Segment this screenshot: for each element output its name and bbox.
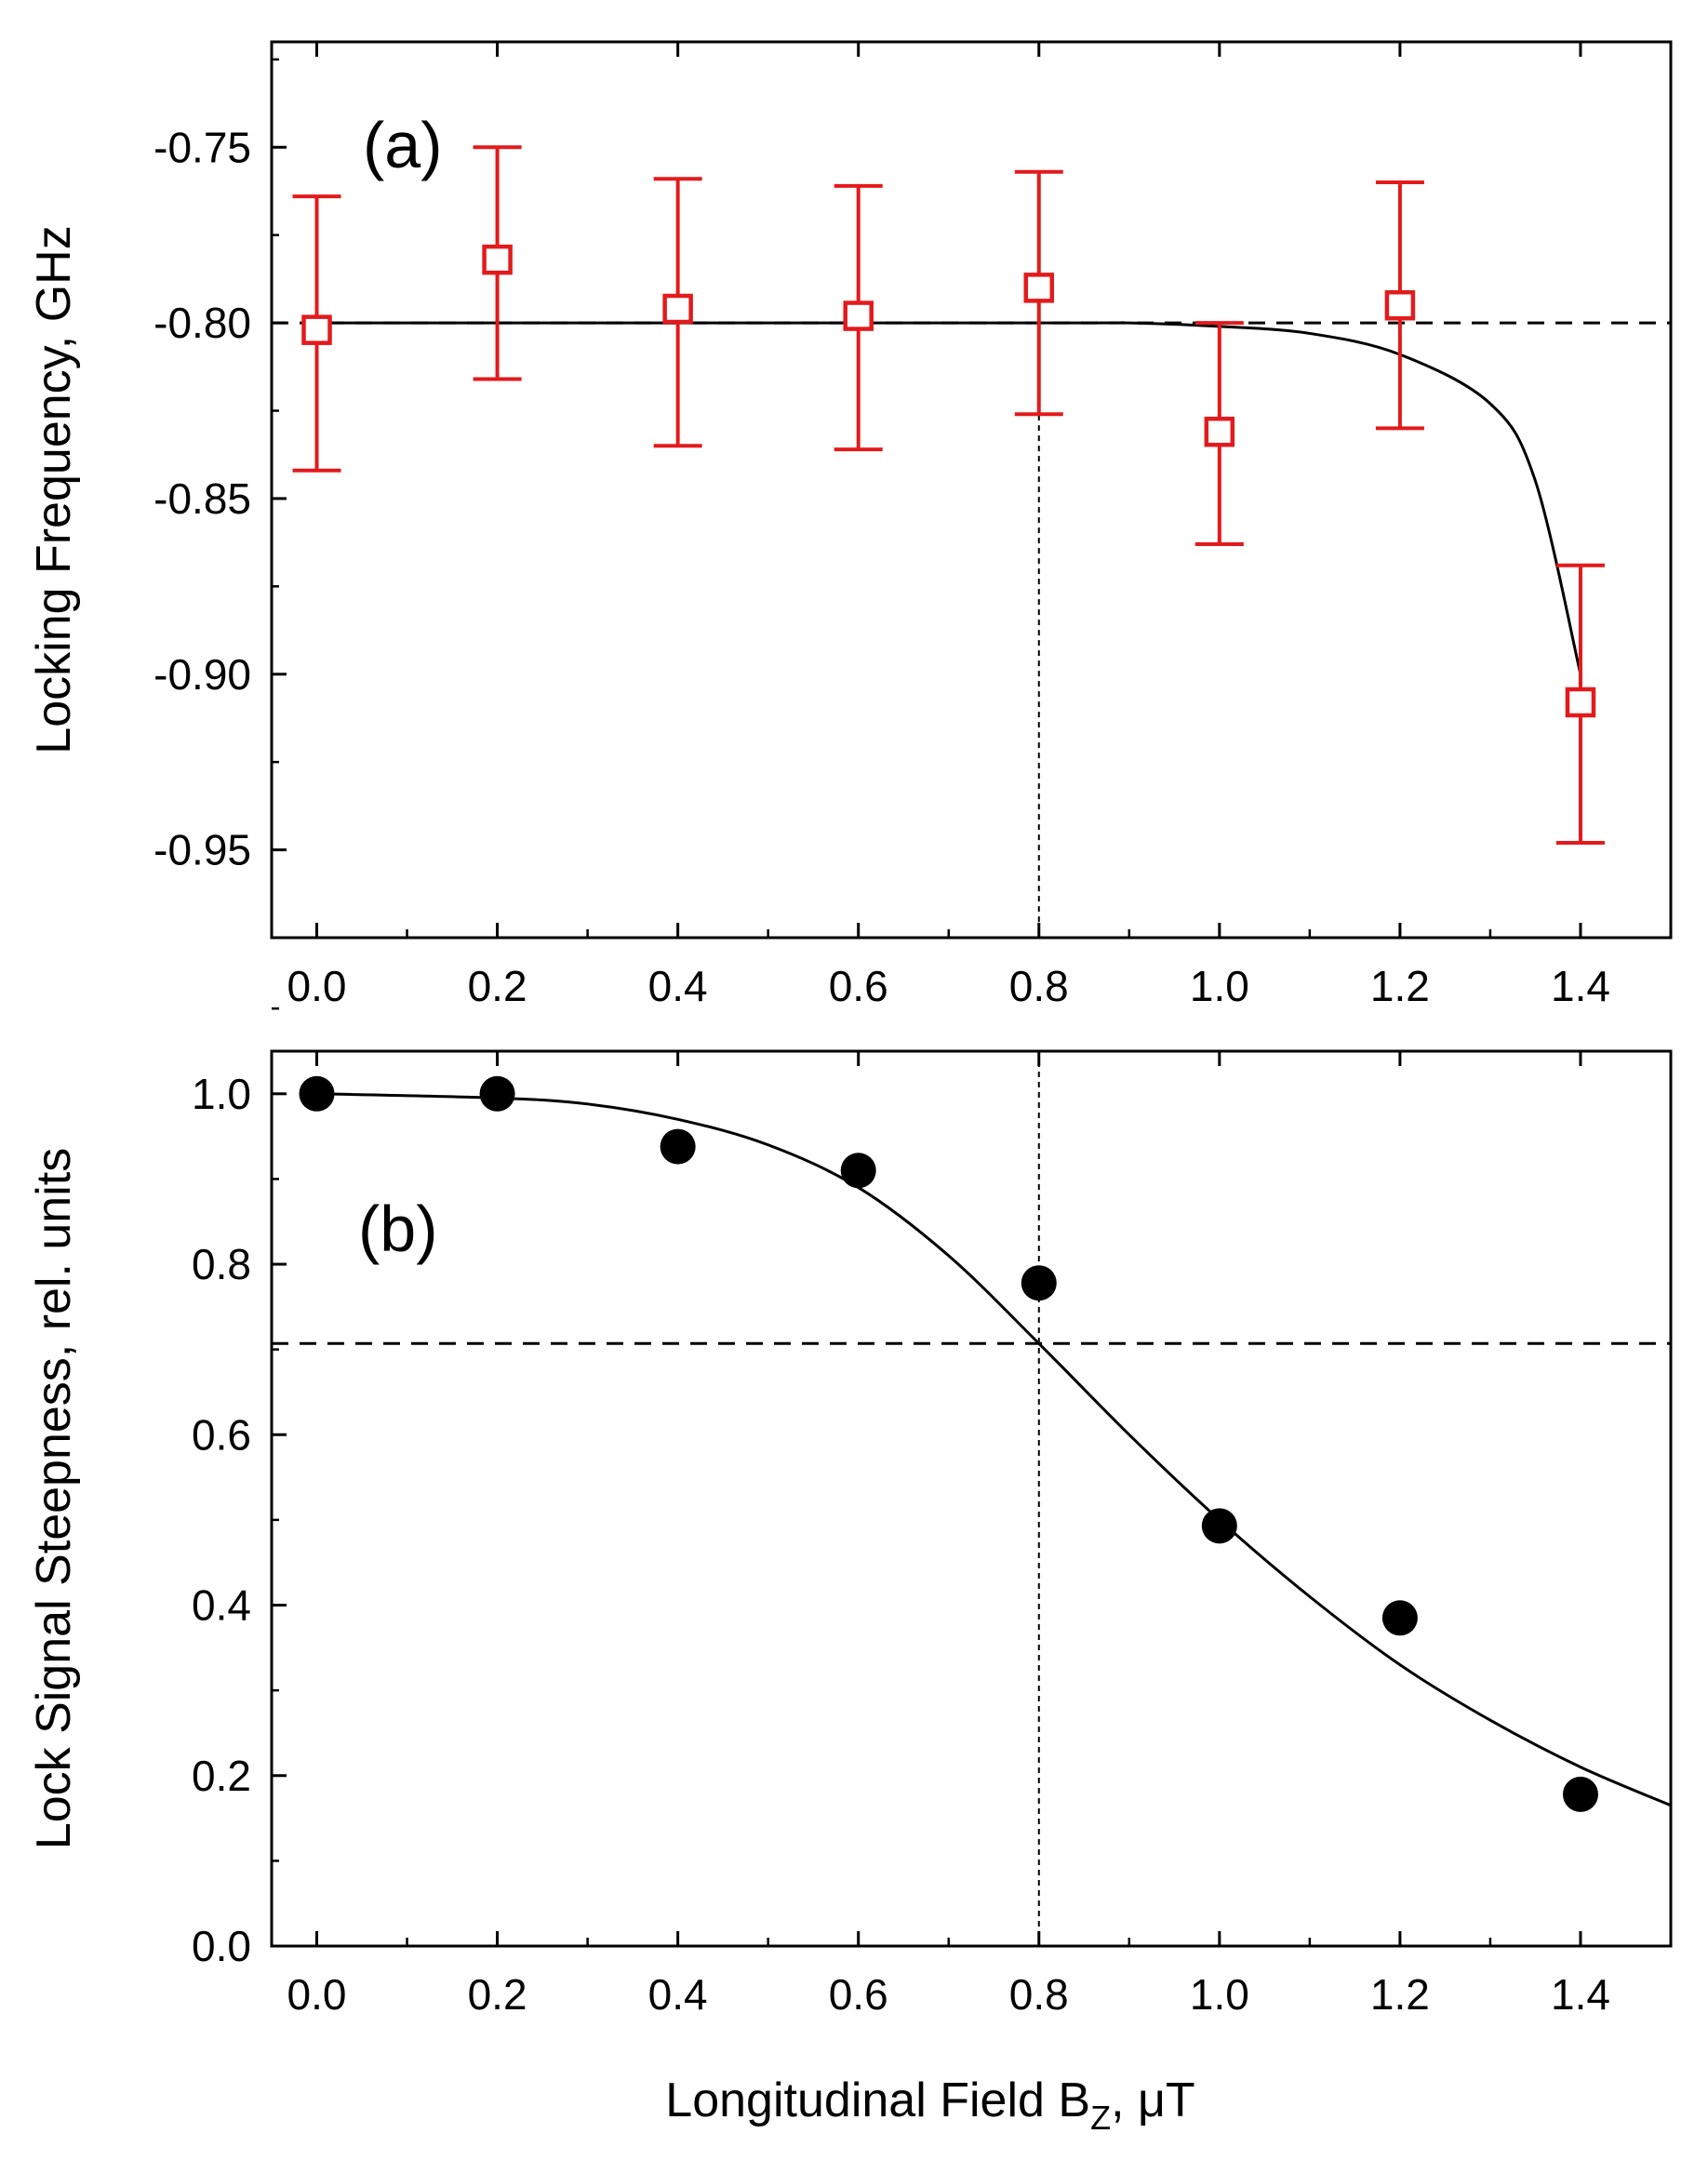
fit-curve (316, 1092, 1672, 1807)
x-tick-label: 1.4 (1551, 1970, 1610, 2019)
x-tick-label: 0.6 (829, 962, 888, 1010)
y-tick-label: 0.0 (192, 1922, 251, 1970)
x-tick-label: 0.4 (648, 962, 708, 1010)
x-tick-label: 1.0 (1190, 1970, 1249, 2019)
x-tick-label: 0.2 (468, 1970, 527, 2019)
data-point (1565, 687, 1596, 718)
plot-frame (270, 40, 1673, 940)
x-tick-label: 0.8 (1009, 1970, 1069, 2019)
data-point (1204, 416, 1235, 447)
x-axis-title: Longitudinal Field BZ, μT (665, 2073, 1194, 2137)
panel-label: (b) (358, 1193, 438, 1265)
data-point (482, 244, 513, 275)
y-tick-label: 0.8 (192, 1240, 251, 1288)
data-point (1384, 289, 1416, 321)
data-point (662, 293, 693, 325)
data-point (1021, 1265, 1057, 1301)
data-point (479, 1075, 515, 1112)
data-point (840, 1153, 876, 1189)
y-tick-label: 0.6 (192, 1410, 251, 1459)
y-tick-label: -0.75 (153, 123, 251, 171)
x-tick-label: 1.2 (1370, 1970, 1430, 2019)
data-point (660, 1128, 696, 1165)
plot-frame (270, 1049, 1673, 1948)
x-tick-label: 0.0 (287, 962, 347, 1010)
y-axis-title: Locking Frequency, GHz (27, 225, 81, 753)
y-tick-label: 0.4 (192, 1581, 251, 1630)
data-point (1201, 1508, 1237, 1544)
x-tick-label: 1.4 (1551, 962, 1610, 1010)
y-tick-label: -0.80 (153, 299, 251, 347)
y-tick-label: -0.95 (153, 826, 251, 874)
x-tick-label: 0.6 (829, 1970, 888, 2019)
panel-label: (a) (363, 109, 443, 181)
x-tick-label: 0.0 (287, 1970, 347, 2019)
y-axis-title: Lock Signal Steepness, rel. units (27, 1148, 81, 1849)
x-tick-label: 0.2 (468, 962, 527, 1010)
data-point (1381, 1600, 1418, 1636)
y-tick-label: -0.90 (153, 650, 251, 699)
y-tick-label: 0.2 (192, 1752, 251, 1800)
panel-a: 0.0 0.2 0.4 0.6 0.8 1.0 1.2 1.4 -0.95 -0.90 -0.85 -… (27, 40, 1673, 1010)
data-point (299, 1075, 335, 1112)
fit-curve (316, 321, 1582, 675)
data-point (1562, 1776, 1598, 1812)
x-tick-label: 1.2 (1370, 962, 1430, 1010)
data-point (843, 300, 874, 331)
x-tick-label: 0.4 (648, 1970, 708, 2019)
data-point (301, 314, 332, 345)
data-point (1023, 273, 1055, 303)
x-tick-label: 0.8 (1009, 962, 1069, 1010)
x-tick-label: 1.0 (1190, 962, 1249, 1010)
y-tick-label: -0.85 (153, 474, 251, 523)
panel-b: 0.0 0.2 0.4 0.6 0.8 1.0 1.2 1.4 0.0 0.2 0.4 0.6 0.8 1… (27, 1007, 1673, 2019)
x-axis-title-subscript: Z (1090, 2099, 1111, 2137)
y-tick-label: 1.0 (192, 1070, 251, 1118)
